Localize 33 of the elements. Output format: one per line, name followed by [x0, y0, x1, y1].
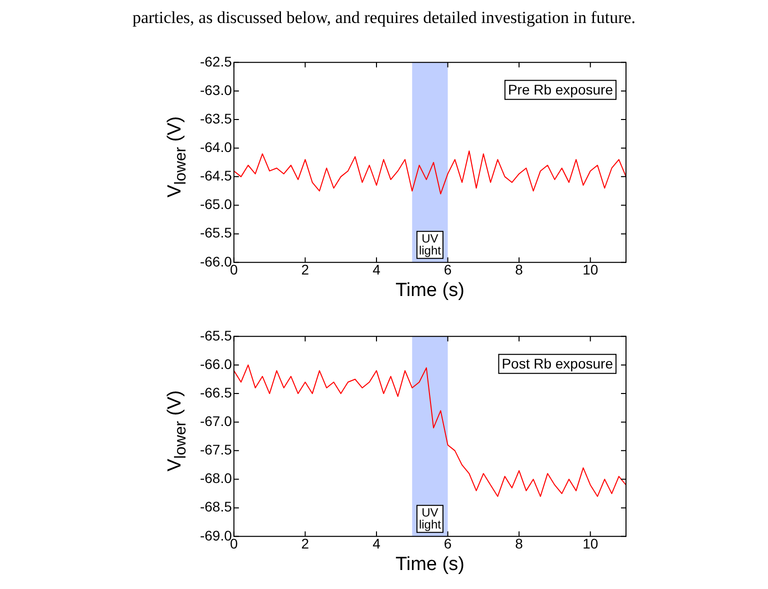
annotation: Post Rb exposure	[502, 355, 614, 372]
x-tick-label: 2	[301, 536, 310, 552]
band-label: UV light	[418, 506, 442, 532]
y-tick-label: -66.0	[200, 356, 232, 372]
y-tick-label: -63.5	[200, 110, 232, 126]
y-tick-label: -62.5	[200, 53, 232, 70]
y-tick-label: -67.5	[200, 442, 232, 458]
x-tick-label: 2	[301, 262, 310, 278]
x-tick-label: 10	[582, 536, 598, 552]
x-tick-label: 8	[515, 262, 524, 278]
y-tick-label: -65.5	[200, 327, 232, 344]
x-tick-label: 6	[444, 536, 452, 552]
y-tick-label: -64.5	[200, 168, 232, 184]
y-tick-label: -63.0	[200, 82, 232, 98]
x-axis-title: Time (s)	[395, 280, 464, 301]
x-tick-label: 10	[582, 262, 598, 278]
y-tick-label: -64.0	[200, 138, 232, 155]
x-tick-label: 0	[230, 262, 238, 278]
y-tick-label: -65.5	[200, 224, 232, 241]
band-label: UV light	[418, 232, 442, 258]
y-tick-label: -68.0	[200, 470, 232, 486]
chart-title: particles, as discussed below, and requires detailed investigation in future.	[131, 8, 637, 28]
y-tick-label: -67.0	[200, 412, 232, 429]
y-tick-label: -68.5	[200, 498, 232, 515]
x-tick-label: 8	[515, 536, 524, 552]
y-tick-label: -66.5	[200, 384, 232, 400]
x-tick-label: 6	[444, 262, 452, 278]
x-tick-label: 0	[230, 536, 238, 552]
x-tick-label: 4	[372, 262, 381, 278]
y-tick-label: -65.0	[200, 196, 232, 212]
x-axis-title: Time (s)	[395, 554, 464, 575]
x-tick-label: 4	[372, 536, 381, 552]
annotation: Pre Rb exposure	[508, 81, 614, 98]
